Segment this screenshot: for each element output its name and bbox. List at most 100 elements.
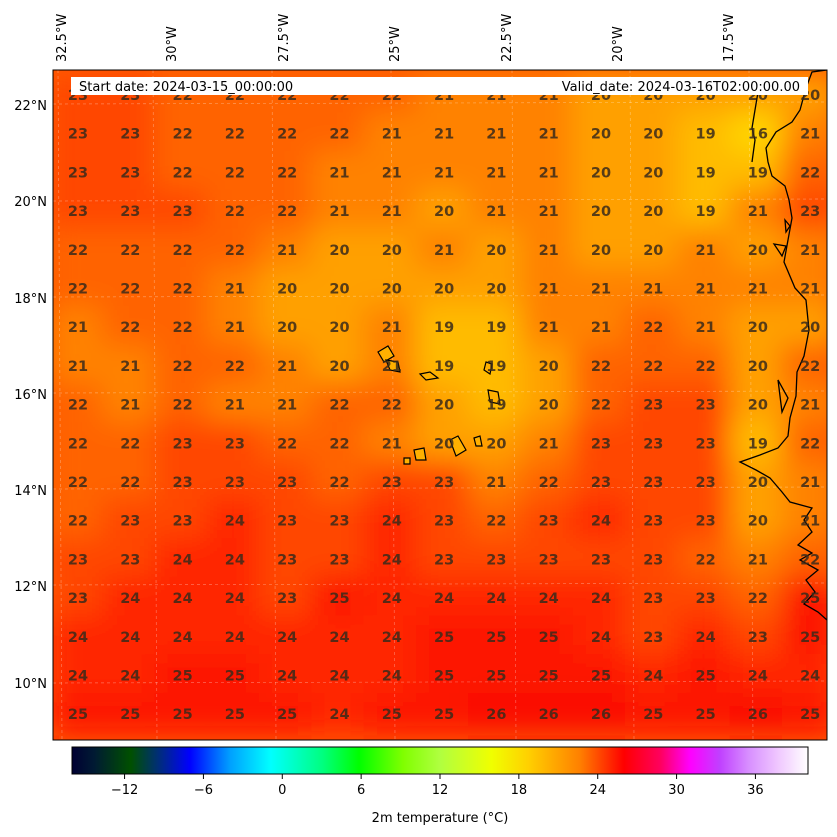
field-cell (782, 305, 827, 349)
field-cell (53, 499, 107, 543)
field-cell (729, 267, 787, 310)
grid-value-label: 23 (120, 165, 140, 181)
field-cell (572, 654, 630, 697)
grid-value-label: 24 (277, 669, 297, 685)
grid-value-label: 23 (539, 552, 559, 568)
grid-value-label: 22 (225, 165, 245, 181)
grid-value-label: 19 (748, 436, 768, 452)
grid-value-label: 24 (225, 591, 245, 607)
grid-value-label: 21 (68, 359, 88, 375)
meridian-line (629, 70, 635, 740)
cape-verde-islands (377, 345, 501, 465)
grid-value-label: 20 (329, 282, 349, 298)
field-cell (415, 267, 473, 310)
grid-value-label: 20 (434, 436, 454, 452)
grid-value-label: 20 (329, 243, 349, 259)
grid-value-label: 24 (486, 591, 506, 607)
grid-value-label: 26 (486, 707, 506, 723)
field-cell (677, 421, 734, 465)
field-cell (206, 228, 264, 272)
grid-value-label: 21 (800, 475, 820, 491)
field-cell (154, 499, 211, 543)
field-cell (53, 189, 107, 233)
start-date: Start date: 2024-03-15_00:00:00 (79, 80, 293, 95)
field-cell (520, 460, 577, 504)
field-cell (572, 228, 630, 272)
field-cell (154, 692, 211, 736)
grid-value-label: 22 (173, 359, 193, 375)
grid-value-label: 24 (591, 591, 611, 607)
grid-value-label: 22 (120, 282, 140, 298)
grid-value-label: 23 (382, 475, 402, 491)
grid-value-label: 23 (643, 398, 663, 414)
grid-value-label: 19 (486, 398, 506, 414)
grid-value-label: 24 (382, 552, 402, 568)
grid-value-label: 21 (643, 282, 663, 298)
field-cell (677, 538, 734, 581)
grid-value-label: 21 (120, 359, 140, 375)
field-cell (625, 615, 682, 659)
field-cell (311, 151, 368, 194)
coastline (738, 70, 827, 621)
grid-value-label: 22 (225, 204, 245, 220)
grid-value-label: 21 (800, 243, 820, 259)
field-cell (520, 112, 577, 156)
grid-value-label: 22 (173, 165, 193, 181)
field-cell (53, 460, 107, 504)
grid-value-label: 25 (434, 707, 454, 723)
grid-value-label: 21 (486, 127, 506, 143)
grid-value-label: 23 (225, 475, 245, 491)
field-cell (520, 267, 577, 310)
field-cell (520, 499, 577, 543)
field-cell (53, 576, 107, 620)
field-cell (729, 383, 787, 426)
field-cell (53, 344, 107, 388)
field-cell (154, 189, 211, 233)
grid-value-label: 20 (329, 320, 349, 336)
field-cell (154, 460, 211, 504)
field-cell (102, 267, 159, 310)
grid-value-label: 21 (539, 282, 559, 298)
field-cell (206, 383, 264, 426)
field-cell (729, 421, 787, 465)
field-cell (729, 576, 787, 620)
field-cell (154, 305, 211, 349)
grid-value-label: 23 (68, 591, 88, 607)
field-cell (363, 267, 420, 310)
field-cell (311, 460, 368, 504)
field-cell (572, 421, 630, 465)
field-cell (677, 654, 734, 697)
field-cell (677, 460, 734, 504)
grid-value-label: 21 (539, 204, 559, 220)
field-cell (729, 228, 787, 272)
field-cell (520, 615, 577, 659)
grid-value-label: 21 (539, 243, 559, 259)
latitude-label: 22°N (14, 99, 47, 114)
grid-value-label: 25 (486, 630, 506, 646)
grid-value-label: 21 (591, 282, 611, 298)
grid-value-label: 19 (696, 127, 716, 143)
field-cell (206, 421, 264, 465)
grid-value-label: 22 (225, 243, 245, 259)
grid-value-label: 25 (225, 707, 245, 723)
grid-value-label: 26 (591, 707, 611, 723)
grid-value-label: 20 (434, 398, 454, 414)
grid-value-label: 23 (591, 475, 611, 491)
grid-value-label: 22 (800, 436, 820, 452)
field-cell (625, 228, 682, 272)
field-cell (677, 112, 734, 156)
field-cell (206, 267, 264, 310)
field-cell (468, 189, 525, 233)
field-cell (102, 615, 159, 659)
field-cell (625, 112, 682, 156)
field-cell (259, 576, 316, 620)
field-cell (782, 576, 827, 620)
grid-value-label: 20 (591, 127, 611, 143)
grid-value-label: 25 (68, 707, 88, 723)
field-cell (311, 305, 368, 349)
field-cell (572, 112, 630, 156)
field-cell (53, 305, 107, 349)
field-cell (363, 615, 420, 659)
grid-value-label: 22 (120, 436, 140, 452)
field-cell (468, 383, 525, 426)
